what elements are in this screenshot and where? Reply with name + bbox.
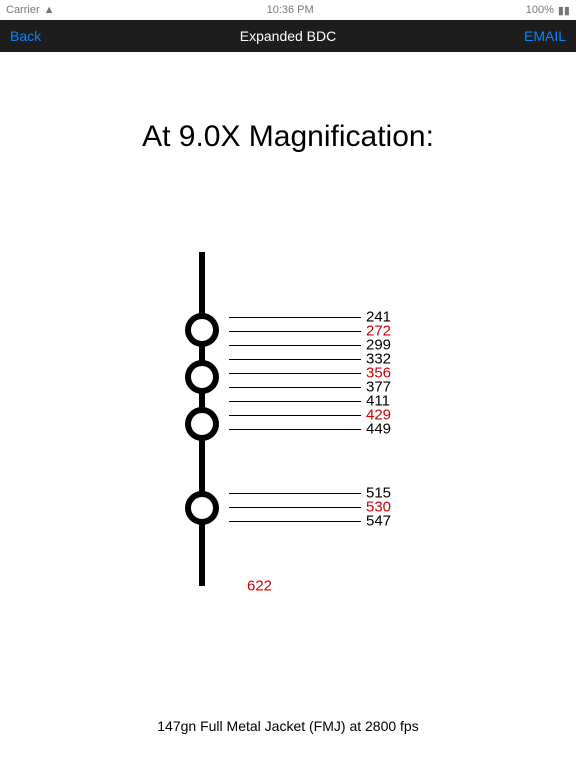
magnification-title: At 9.0X Magnification: [0, 120, 576, 154]
reticle-diagram [182, 252, 222, 586]
page-title: Expanded BDC [240, 28, 337, 44]
hashmark-label: 449 [366, 421, 391, 438]
hashmark-line [229, 387, 361, 388]
battery-label: 100% [526, 4, 554, 16]
status-right: 100% ▮▮ [526, 4, 570, 17]
hashmark-line [229, 507, 361, 508]
hashmark-line [229, 373, 361, 374]
hashmark-line [229, 359, 361, 360]
hashmark-line [229, 415, 361, 416]
hashmark-label: 547 [366, 513, 391, 530]
status-bar: Carrier ▲ 10:36 PM 100% ▮▮ [0, 0, 576, 20]
back-button[interactable]: Back [10, 28, 41, 44]
hashmark-line [229, 521, 361, 522]
hashmark-line [229, 317, 361, 318]
carrier-label: Carrier [6, 4, 40, 16]
email-button[interactable]: EMAIL [524, 28, 566, 44]
hashmark-line [229, 345, 361, 346]
hashmark-line [229, 331, 361, 332]
wifi-icon: ▲ [44, 4, 55, 16]
bottom-distance-label: 622 [247, 578, 272, 595]
content-area: At 9.0X Magnification: 24127229933235637… [0, 52, 576, 768]
ammo-footer: 147gn Full Metal Jacket (FMJ) at 2800 fp… [0, 718, 576, 734]
status-left: Carrier ▲ [6, 4, 55, 16]
hashmark-line [229, 493, 361, 494]
hashmark-line [229, 401, 361, 402]
nav-bar: Back Expanded BDC EMAIL [0, 20, 576, 52]
status-time: 10:36 PM [267, 4, 314, 16]
hashmark-line [229, 429, 361, 430]
battery-icon: ▮▮ [558, 4, 570, 17]
